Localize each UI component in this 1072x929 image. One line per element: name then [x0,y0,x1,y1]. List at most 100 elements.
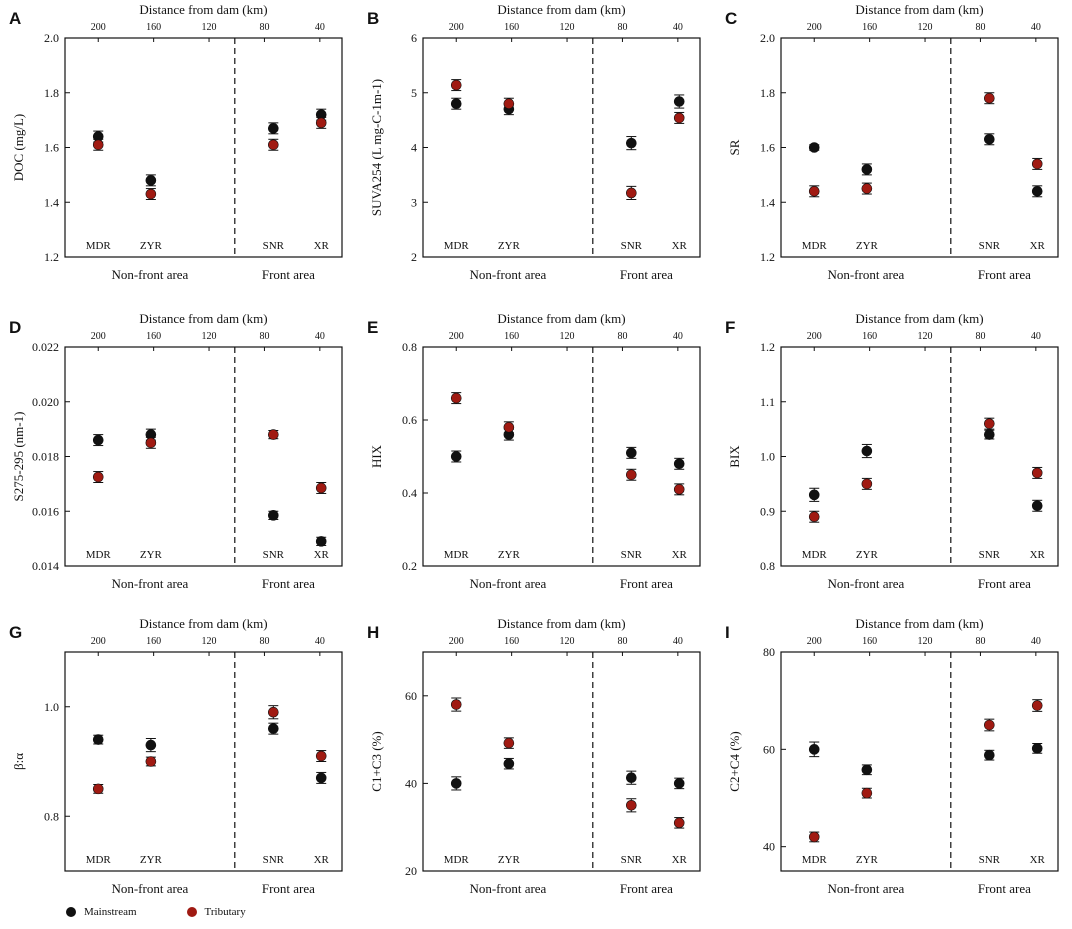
top-tick-label: 200 [449,22,464,33]
panel-letter: F [725,318,735,337]
point-tributary [503,98,515,109]
top-tick-label: 80 [259,331,269,342]
top-tick-label: 200 [449,331,464,342]
y-axis-title: S275-295 (nm-1) [11,412,26,502]
river-label: ZYR [498,240,521,252]
top-tick-label: 120 [202,636,217,647]
panel-a: A Distance from dam (km) 200 160 120 80 40 1.2 1… [9,2,343,282]
area-label-non-front: Non-front area [469,881,546,896]
point-mainstream [626,137,637,149]
top-tick-label: 80 [259,22,269,33]
point-tributary [984,418,995,429]
panel-letter: G [9,623,22,642]
point-tributary [808,831,820,843]
y-axis-title: DOC (mg/L) [11,114,26,182]
river-label: SNR [621,854,643,866]
top-tick-label: 120 [918,636,933,647]
top-tick-label: 80 [617,331,627,342]
y-tick-label: 1.4 [44,195,59,209]
point-mainstream [1031,186,1043,197]
river-label: SNR [263,854,285,866]
top-tick-label: 40 [1031,22,1041,33]
y-tick-label: 0.9 [760,504,775,518]
point-mainstream [984,133,995,145]
y-tick-label: 20 [405,864,417,878]
panel-d: D Distance from dam (km) 200 160 120 80 40 0.01… [9,311,343,591]
point-mainstream [450,451,462,462]
river-label: SNR [621,549,643,561]
area-label-front: Front area [620,881,673,896]
plot-frame [64,346,343,567]
y-tick-label: 2.0 [760,31,775,45]
y-axis-title: BIX [727,445,742,468]
y-tick-label: 1.6 [44,141,59,155]
plot-frame [780,37,1059,258]
area-label-front: Front area [620,267,673,282]
top-axis-title: Distance from dam (km) [139,2,267,17]
point-tributary [1031,467,1043,479]
point-tributary [861,787,873,799]
top-tick-label: 40 [1031,331,1041,342]
area-label-front: Front area [978,576,1031,591]
river-label: MDR [86,240,112,252]
point-mainstream [315,536,327,547]
y-tick-label: 1.0 [44,700,59,714]
point-mainstream [1031,743,1043,754]
plot-frame [780,346,1059,567]
y-axis-title: SR [727,139,742,155]
river-label: SNR [263,240,285,252]
point-tributary [1031,158,1043,170]
panel-letter: A [9,9,21,28]
top-tick-label: 120 [202,331,217,342]
area-label-non-front: Non-front area [111,576,188,591]
top-axis-title: Distance from dam (km) [139,616,267,631]
y-tick-label: 0.4 [402,486,417,500]
top-axis-title: Distance from dam (km) [855,2,983,17]
top-tick-label: 200 [449,636,464,647]
river-label: SNR [621,240,643,252]
top-tick-label: 160 [146,331,161,342]
area-label-front: Front area [262,267,315,282]
point-tributary [1031,700,1043,711]
y-tick-label: 0.016 [32,504,59,518]
panel-letter: B [367,9,379,28]
panel-f: F Distance from dam (km) 200 160 120 80 40 0.8 0… [725,311,1059,591]
point-mainstream [808,489,820,501]
point-tributary [984,92,995,104]
legend-label-mainstream: Mainstream [84,906,137,918]
y-tick-label: 4 [411,141,417,155]
legend-item-tributary: Tributary [186,906,246,918]
point-mainstream [450,778,462,789]
top-tick-label: 200 [807,331,822,342]
point-tributary [861,478,873,490]
point-tributary [268,429,279,440]
point-mainstream [808,142,820,153]
point-tributary [145,756,157,767]
y-tick-label: 2.0 [44,31,59,45]
river-label: XR [672,854,688,866]
panel-i: I Distance from dam (km) 200 160 120 80 40 40 60… [725,616,1059,896]
y-tick-label: 0.022 [32,340,59,354]
point-tributary [315,117,327,129]
y-tick-label: 0.018 [32,450,59,464]
river-label: ZYR [498,549,521,561]
y-axis-title: SUVA254 (L mg-C-1m-1) [369,79,384,216]
panel-c: C Distance from dam (km) 200 160 120 80 40 1.2 1… [725,2,1059,282]
area-label-front: Front area [978,881,1031,896]
area-label-non-front: Non-front area [469,576,546,591]
top-tick-label: 40 [673,22,683,33]
top-tick-label: 80 [617,22,627,33]
y-tick-label: 1.2 [760,250,775,264]
y-tick-label: 0.014 [32,559,59,573]
y-tick-label: 0.8 [44,809,59,823]
top-tick-label: 80 [975,22,985,33]
river-label: XR [1030,240,1046,252]
plot-frame [64,651,343,872]
panel-letter: H [367,623,379,642]
river-label: SNR [979,854,1001,866]
y-tick-label: 60 [763,742,775,756]
point-tributary [450,392,462,404]
point-tributary [450,79,462,91]
area-label-non-front: Non-front area [111,267,188,282]
